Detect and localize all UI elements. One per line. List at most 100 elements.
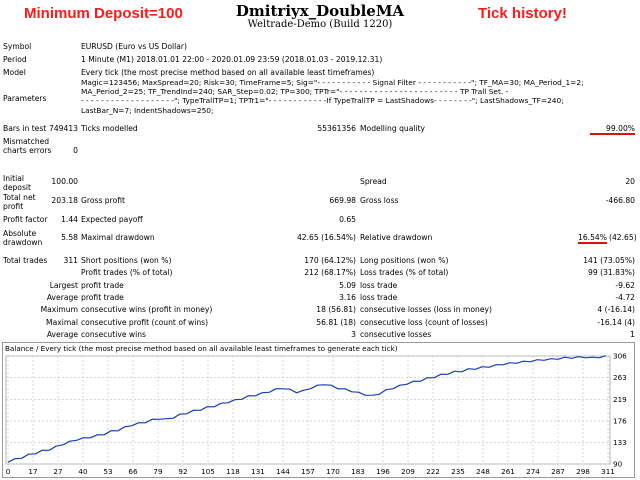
gross-profit-label: Gross profit [81, 196, 125, 205]
spread-label: Spread [360, 177, 387, 186]
consecutive-profit-label: consecutive profit (count of wins) [81, 318, 209, 327]
average-consecutive-label: Average [46, 330, 78, 339]
x-tick-label: 40 [78, 467, 88, 476]
x-tick-label: 248 [476, 467, 490, 476]
average-profit-trade-label: profit trade [81, 293, 124, 302]
x-tick-label: 131 [251, 467, 265, 476]
deposit-label: Initial deposit [3, 174, 32, 192]
bars-value: 749413 [49, 124, 78, 133]
x-tick-label: 311 [601, 467, 615, 476]
parameters-line: MA_Period_2=25; TF_TrendInd=240; SAR_Ste… [81, 87, 509, 96]
total-trades-value: 311 [63, 256, 79, 265]
model-value: Every tick (the most precise method base… [81, 68, 375, 77]
x-tick-label: 287 [551, 467, 565, 476]
report-title: Dmitriyx_DoubleMA [235, 2, 405, 20]
x-tick-label: 53 [103, 467, 112, 476]
period-label: Period [3, 55, 27, 64]
ticks-label: Ticks modelled [81, 124, 138, 133]
average-consecutive-losses-value: 1 [630, 330, 635, 339]
relative-drawdown-label: Relative drawdown [360, 233, 433, 242]
net-profit-value: 203.18 [51, 196, 78, 205]
y-tick-label: 263 [613, 373, 627, 382]
x-tick-label: 261 [501, 467, 515, 476]
spread-value: 20 [625, 177, 635, 186]
promo-tick-history: Tick history! [478, 5, 567, 22]
largest-loss-trade-label: loss trade [360, 281, 398, 290]
x-tick-label: 298 [576, 467, 590, 476]
gross-loss-value: -466.80 [605, 196, 635, 205]
deposit-value: 100.00 [51, 177, 78, 186]
consecutive-losses-label: consecutive losses (loss in money) [360, 305, 492, 314]
total-trades-label: Total trades [3, 256, 48, 265]
expected-payoff-value: 0.65 [339, 215, 356, 224]
x-tick-label: 209 [401, 467, 415, 476]
x-tick-label: 0 [6, 467, 11, 476]
x-tick-label: 144 [276, 467, 290, 476]
short-positions-value: 170 (64.12%) [304, 256, 356, 265]
x-tick-label: 79 [153, 467, 163, 476]
x-tick-label: 274 [526, 467, 540, 476]
mismatched-label: Mismatched charts errors [3, 137, 52, 155]
symbol-value: EURUSD (Euro vs US Dollar) [81, 42, 187, 51]
parameters-line: LastBar_N=7; IndentShadows=250; [81, 106, 214, 115]
average-loss-trade-label: loss trade [360, 293, 398, 302]
consecutive-loss-label: consecutive loss (count of losses) [360, 318, 488, 327]
x-tick-label: 157 [301, 467, 315, 476]
loss-trades-label: Loss trades (% of total) [360, 268, 449, 277]
largest-profit-trade-label: profit trade [81, 281, 124, 290]
x-tick-label: 170 [326, 467, 340, 476]
relative-drawdown-pct: 16.54% [578, 233, 607, 244]
parameters-line: - - - - - - - - - - - - - - - - - - -"; … [81, 96, 564, 105]
balance-chart-frame [2, 342, 635, 478]
maximal-drawdown-value: 42.65 (16.54%) [296, 233, 356, 242]
consecutive-wins-value: 18 (56.81) [316, 305, 356, 314]
y-tick-label: 133 [613, 438, 627, 447]
y-tick-label: 219 [613, 395, 627, 404]
x-tick-label: 17 [28, 467, 37, 476]
relative-drawdown-value: (42.65) [609, 233, 637, 242]
promo-min-deposit: Minimum Deposit=100 [24, 5, 183, 22]
parameters-line: Magic=123456; MaxSpread=20; Risk=30; Tim… [81, 78, 584, 87]
x-tick-label: 196 [376, 467, 390, 476]
long-positions-label: Long positions (won %) [360, 256, 449, 265]
profit-trades-label: Profit trades (% of total) [81, 268, 173, 277]
y-tick-label: 306 [613, 352, 627, 361]
long-positions-value: 141 (73.05%) [583, 256, 635, 265]
x-tick-label: 235 [451, 467, 465, 476]
average-consecutive-losses-label: consecutive losses [360, 330, 432, 339]
report-subtitle: Weltrade-Demo (Build 1220) [247, 19, 393, 30]
profit-trades-value: 212 (68.17%) [304, 268, 356, 277]
short-positions-label: Short positions (won %) [81, 256, 172, 265]
expected-payoff-label: Expected payoff [81, 215, 143, 224]
consecutive-profit-value: 56.81 (18) [316, 318, 356, 327]
profit-factor-value: 1.44 [61, 215, 78, 224]
largest-label: Largest [49, 281, 78, 290]
x-tick-label: 118 [226, 467, 240, 476]
parameters-label: Parameters [3, 94, 47, 103]
largest-loss-trade-value: -9.62 [615, 281, 635, 290]
chart-title: Balance / Every tick (the most precise m… [5, 344, 398, 353]
gross-profit-value: 669.98 [329, 196, 356, 205]
x-tick-label: 27 [53, 467, 62, 476]
ticks-value: 55361356 [317, 124, 356, 133]
profit-factor-label: Profit factor [3, 215, 48, 224]
average-consecutive-wins-value: 3 [351, 330, 356, 339]
x-tick-label: 105 [201, 467, 215, 476]
absolute-drawdown-value: 5.58 [61, 233, 78, 242]
gross-loss-label: Gross loss [360, 196, 399, 205]
balance-chart: 306 263 219 176 133 90 0 17 27 40 53 66 79 92 105 118 13… [5, 352, 627, 476]
quality-label: Modelling quality [360, 124, 426, 133]
largest-profit-trade-value: 5.09 [339, 281, 356, 290]
x-tick-label: 66 [128, 467, 138, 476]
consecutive-losses-value: 4 (-16.14) [597, 305, 635, 314]
average-loss-trade-value: -4.72 [615, 293, 635, 302]
average-profit-trade-value: 3.16 [339, 293, 356, 302]
average-consecutive-wins-label: consecutive wins [81, 330, 147, 339]
maximal-label: Maximal [46, 318, 78, 327]
average-label: Average [46, 293, 78, 302]
absolute-drawdown-label: Absolute drawdown [3, 229, 43, 247]
mismatched-value: 0 [73, 146, 78, 155]
x-tick-label: 222 [426, 467, 440, 476]
bars-label: Bars in test [3, 124, 47, 133]
maximum-label: Maximum [40, 305, 78, 314]
